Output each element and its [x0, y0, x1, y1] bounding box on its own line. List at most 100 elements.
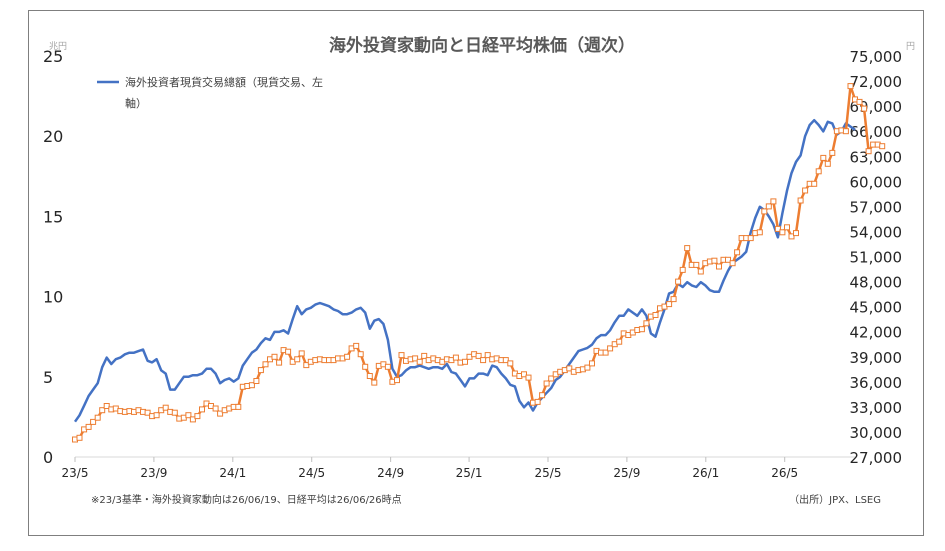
nikkei-point: [217, 410, 224, 417]
nikkei-point: [820, 154, 827, 161]
x-tick-label: 24/9: [377, 466, 404, 480]
nikkei-point: [99, 407, 106, 414]
right-tick-label: 57,000: [850, 198, 903, 216]
nikkei-point: [502, 357, 509, 364]
nikkei-point: [194, 413, 201, 420]
nikkei-point: [253, 378, 260, 384]
chart-frame: 海外投資家動向と日経平均株価（週次） 兆円 円 0 5 10 15 20 25 27,00…: [28, 10, 924, 536]
nikkei-point: [189, 416, 196, 423]
nikkei-point: [271, 353, 278, 360]
nikkei-point: [638, 326, 645, 333]
nikkei-point: [521, 371, 527, 378]
nikkei-point: [362, 363, 369, 370]
left-tick-label: 25: [43, 47, 63, 66]
nikkei-point: [829, 149, 836, 156]
nikkei-point: [276, 359, 283, 366]
right-tick-label: 72,000: [850, 73, 903, 91]
nikkei-point: [534, 398, 541, 405]
left-tick-label: 20: [43, 127, 63, 146]
left-axis-unit: 兆円: [49, 41, 67, 52]
nikkei-point: [815, 168, 822, 175]
right-tick-label: 42,000: [850, 324, 903, 342]
nikkei-point: [607, 345, 614, 352]
nikkei-point: [793, 230, 799, 237]
nikkei-point: [784, 224, 790, 231]
nikkei-point: [747, 235, 754, 242]
nikkei-point: [761, 208, 768, 215]
nikkei-point: [103, 403, 110, 409]
nikkei-line: [74, 84, 883, 441]
footnote: ※23/3基準・海外投資家動向は26/06/19、日経平均は26/06/26時点: [91, 493, 402, 506]
nikkei-point: [421, 352, 428, 359]
left-tick-label: 15: [43, 207, 63, 226]
right-tick-label: 36,000: [850, 374, 903, 392]
nikkei-point: [589, 360, 595, 367]
nikkei-point: [412, 355, 419, 362]
nikkei-point: [779, 229, 786, 236]
right-tick-label: 39,000: [850, 349, 903, 367]
nikkei-point: [212, 405, 219, 412]
legend-label: 海外投資者現貨交易總額（現貨交易、左軸）: [125, 75, 323, 110]
nikkei-point: [729, 260, 736, 267]
nikkei-point: [344, 353, 351, 360]
nikkei-point: [548, 375, 555, 382]
nikkei-point: [802, 187, 809, 194]
nikkei-point: [366, 373, 373, 379]
right-tick-label: 75,000: [850, 48, 903, 66]
nikkei-point: [842, 128, 849, 135]
nikkei-point: [480, 357, 487, 364]
nikkei-point: [539, 392, 546, 399]
right-tick-label: 69,000: [850, 98, 903, 116]
nikkei-point: [384, 363, 391, 370]
x-tick-label: 25/1: [456, 466, 483, 480]
nikkei-point: [734, 249, 741, 256]
x-tick-label: 24/5: [298, 466, 325, 480]
right-tick-label: 48,000: [850, 274, 903, 292]
left-tick-label: 0: [43, 448, 53, 467]
nikkei-point: [185, 412, 192, 419]
right-tick-label: 51,000: [850, 249, 903, 267]
nikkei-point: [90, 418, 97, 425]
nikkei-point: [371, 379, 378, 386]
right-tick-label: 54,000: [850, 223, 903, 241]
nikkei-point: [602, 349, 609, 356]
nikkei-point: [475, 352, 482, 359]
nikkei-point: [643, 320, 650, 327]
series-layer: [72, 83, 886, 443]
nikkei-point: [294, 356, 301, 363]
nikkei-point: [765, 203, 772, 210]
nikkei-point: [94, 414, 101, 421]
nikkei-point: [452, 354, 459, 361]
nikkei-point: [357, 351, 364, 358]
x-tick-label: 23/5: [62, 466, 89, 480]
right-tick-label: 27,000: [850, 449, 903, 467]
nikkei-point: [76, 434, 83, 441]
nikkei-point: [394, 377, 400, 384]
nikkei-point: [153, 412, 160, 419]
chart-canvas: 海外投資家動向と日経平均株価（週次） 兆円 円 0 5 10 15 20 25 27,00…: [43, 35, 915, 506]
nikkei-point: [811, 180, 818, 187]
nikkei-point: [879, 143, 886, 150]
nikkei-point: [716, 263, 722, 270]
nikkei-point: [756, 229, 763, 236]
nikkei-point: [525, 374, 532, 381]
x-tick-label: 26/5: [771, 466, 798, 480]
nikkei-point: [171, 409, 178, 416]
nikkei-point: [824, 160, 831, 167]
right-tick-label: 66,000: [850, 123, 903, 141]
nikkei-point: [865, 148, 872, 155]
nikkei-point: [797, 197, 804, 204]
legend: 海外投資者現貨交易總額（現貨交易、左軸）: [97, 75, 323, 110]
nikkei-point: [711, 257, 718, 264]
nikkei-point: [847, 83, 854, 90]
nikkei-point: [85, 423, 92, 430]
nikkei-point: [652, 312, 659, 318]
right-tick-label: 33,000: [850, 399, 903, 417]
chart-title: 海外投資家動向と日経平均株価（週次）: [329, 35, 635, 56]
nikkei-point: [416, 358, 423, 365]
right-axis: 27,000 30,000 33,000 36,000 39,000 42,000 45,0…: [850, 48, 903, 467]
nikkei-point: [788, 233, 795, 240]
nikkei-point: [235, 403, 242, 410]
nikkei-point: [507, 360, 514, 367]
source-note: （出所）JPX、LSEG: [789, 493, 881, 506]
